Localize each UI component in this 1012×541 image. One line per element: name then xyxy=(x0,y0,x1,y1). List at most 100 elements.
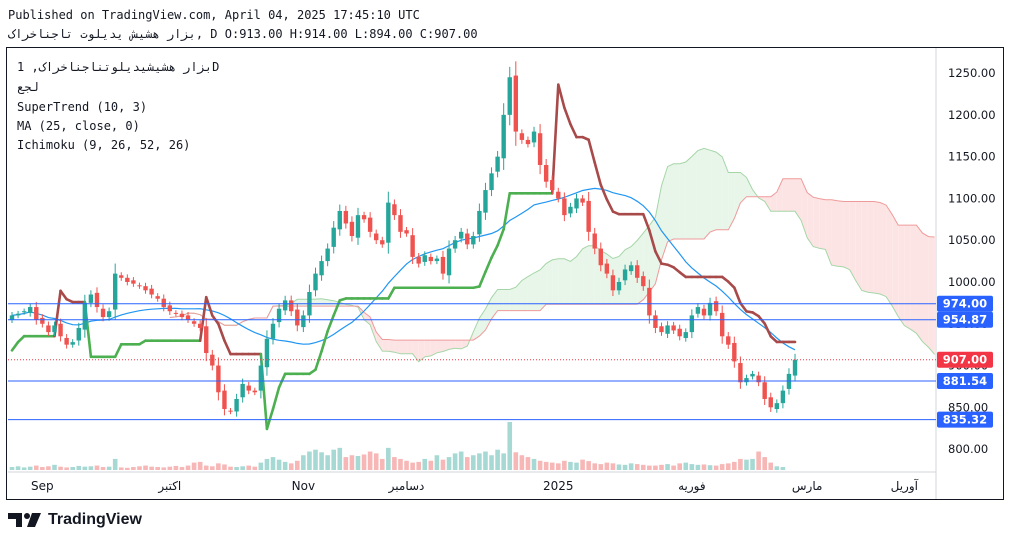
supertrend-segment xyxy=(490,244,499,259)
candle-body xyxy=(349,221,355,237)
volume-bar xyxy=(507,422,513,470)
candle-body xyxy=(422,255,427,262)
ichimoku-cloud-segment xyxy=(412,340,419,362)
volume-bar xyxy=(331,449,337,470)
ichimoku-cloud-segment xyxy=(388,339,395,353)
volume-bar xyxy=(234,467,239,470)
volume-bar xyxy=(307,451,312,470)
ichimoku-cloud-segment xyxy=(619,249,626,305)
ichimoku-cloud-segment xyxy=(697,148,704,239)
candle-body xyxy=(282,300,288,311)
supertrend-segment xyxy=(113,342,123,359)
candle-body xyxy=(331,227,336,247)
volume-bar xyxy=(774,466,780,470)
volume-bar xyxy=(707,465,713,470)
volume-bar xyxy=(94,465,100,470)
volume-bar xyxy=(337,447,343,470)
candle-body xyxy=(744,378,749,383)
supertrend-segment xyxy=(593,161,603,187)
volume-bar xyxy=(762,457,767,470)
volume-bar xyxy=(319,452,324,470)
volume-bar xyxy=(40,467,45,470)
candle-body xyxy=(46,325,51,333)
candle-body xyxy=(452,240,458,249)
volume-bar xyxy=(525,457,531,470)
candle-body xyxy=(404,230,409,234)
candle-body xyxy=(325,248,330,262)
volume-bar xyxy=(653,465,658,470)
volume-bar xyxy=(367,451,373,470)
candle-body xyxy=(489,173,494,191)
candle-body xyxy=(543,164,549,182)
candle-body xyxy=(398,215,403,232)
supertrend-segment xyxy=(587,138,597,164)
ichimoku-cloud-segment xyxy=(418,340,425,362)
ichimoku-cloud-segment xyxy=(722,156,729,230)
volume-bar xyxy=(501,453,506,470)
supertrend-segment xyxy=(271,386,281,411)
candle-body xyxy=(246,385,251,391)
candle-body xyxy=(598,248,603,266)
supertrend-segment xyxy=(672,266,682,274)
tradingview-brand[interactable]: TradingView xyxy=(8,511,142,529)
volume-bar xyxy=(64,467,69,470)
last-price-label: 907.00 xyxy=(943,353,987,367)
candle-body xyxy=(719,312,725,337)
candle-body xyxy=(52,325,57,333)
legend-supertrend[interactable]: SuperTrend (10, 3) xyxy=(17,100,148,114)
ichimoku-cloud-segment xyxy=(788,178,796,212)
volume-bar xyxy=(495,449,500,470)
candle-body xyxy=(416,256,421,264)
chart-frame xyxy=(6,47,1004,500)
candle-body xyxy=(501,114,506,159)
candle-body xyxy=(665,325,670,334)
ichimoku-cloud-segment xyxy=(321,298,328,307)
ichimoku-cloud-segment xyxy=(855,201,862,291)
volume-bar xyxy=(556,463,561,470)
ichimoku-cloud-segment xyxy=(867,201,874,293)
ichimoku-cloud-segment xyxy=(631,240,638,305)
volume-bar xyxy=(622,464,628,470)
volume-bar xyxy=(422,458,428,470)
supertrend-segment xyxy=(320,329,329,353)
volume-bar xyxy=(531,458,537,470)
supertrend-segment xyxy=(569,122,578,139)
supertrend-segment xyxy=(605,198,615,213)
volume-bar xyxy=(398,458,403,470)
ichimoku-cloud-segment xyxy=(552,258,559,305)
candle-body xyxy=(713,301,719,312)
level-price-box xyxy=(937,311,993,328)
x-axis-tick-label: آوریل xyxy=(891,478,919,494)
volume-bar xyxy=(361,454,367,470)
volume-bar xyxy=(452,453,458,470)
candle-body xyxy=(592,233,597,249)
supertrend-segment xyxy=(217,322,226,342)
candle-body xyxy=(659,326,664,333)
volume-bar xyxy=(270,457,276,470)
ichimoku-cloud-segment xyxy=(728,172,735,230)
volume-bar xyxy=(301,455,306,470)
supertrend-segment xyxy=(314,349,323,371)
volume-bar xyxy=(264,458,270,470)
candle-body xyxy=(82,302,88,330)
volume-bar xyxy=(695,464,701,470)
legend-moving-average[interactable]: MA (25, close, 0) xyxy=(17,119,140,133)
legend-ichimoku[interactable]: Ichimoku (9, 26, 52, 26) xyxy=(17,138,191,152)
volume-bar xyxy=(21,467,27,470)
volume-bar xyxy=(252,466,258,470)
moving-average-line xyxy=(11,187,796,351)
volume-bar xyxy=(543,461,549,470)
volume-bar xyxy=(458,451,464,470)
level-price-label: 954.87 xyxy=(943,313,987,327)
volume-bar xyxy=(246,465,252,470)
supertrend-segment xyxy=(16,334,26,344)
volume-bar xyxy=(677,463,682,470)
supertrend-segment xyxy=(726,280,736,289)
volume-bar xyxy=(683,462,689,470)
volume-bar xyxy=(82,466,88,470)
volume-bar xyxy=(325,455,330,470)
candle-body xyxy=(94,292,100,308)
volume-bar xyxy=(568,461,573,470)
x-axis-tick-label: Sep xyxy=(31,479,54,493)
